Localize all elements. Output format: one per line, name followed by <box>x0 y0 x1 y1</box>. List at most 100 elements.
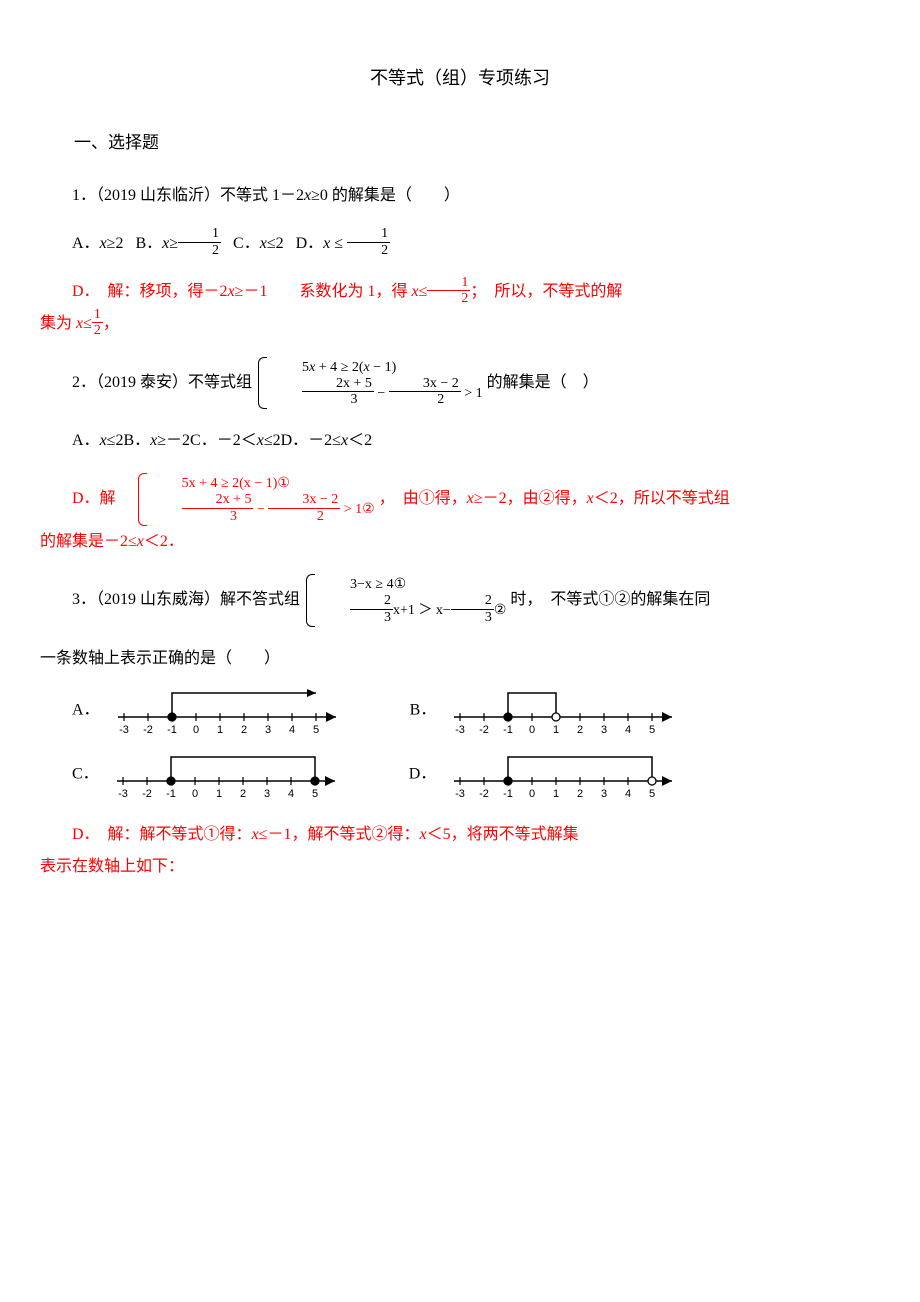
svg-text:3: 3 <box>601 724 607 736</box>
option-label-A: A． <box>72 702 100 719</box>
svg-text:0: 0 <box>529 788 535 800</box>
numberline-C: -3-2-1012345 <box>111 747 341 803</box>
frac: 2x + 53 <box>182 492 254 524</box>
q1-optD-pre: D． <box>296 235 324 252</box>
q3-solution: D． 解：解不等式①得：x≤－1，解不等式②得：x＜5，将两不等式解集 表示在数… <box>40 819 880 883</box>
var-x: x <box>252 826 259 843</box>
var-x: x <box>467 491 474 508</box>
q1-stem-pre: 1．（2019 山东临沂）不等式 1－2 <box>72 187 304 204</box>
svg-text:-1: -1 <box>503 788 513 800</box>
q1-sol-d: ； 所以，不等式的解 <box>470 283 622 300</box>
sol-text: ≥－2，由②得， <box>474 491 587 508</box>
q1-sol-c: ≤ <box>419 283 428 300</box>
opt-label: A． <box>72 432 100 449</box>
svg-text:-3: -3 <box>455 724 465 736</box>
option-label-B: B． <box>410 702 437 719</box>
svg-text:4: 4 <box>288 788 294 800</box>
svg-text:-3: -3 <box>119 724 129 736</box>
section-heading: 一、选择题 <box>40 126 880 160</box>
svg-text:0: 0 <box>193 724 199 736</box>
svg-text:5: 5 <box>649 788 655 800</box>
frac-half: 12 <box>427 275 470 307</box>
q1-sol2-a: 集为 <box>40 315 76 332</box>
opt-text: ＜2 <box>348 432 372 449</box>
svg-text:4: 4 <box>289 724 295 736</box>
sol-text: ＜5，将两不等式解集 <box>427 826 579 843</box>
q1-sol-a: D． 解：移项，得－2 <box>72 283 228 300</box>
frac-half: 12 <box>347 226 390 258</box>
svg-text:-1: -1 <box>167 724 177 736</box>
q2-sol-system: 5x + 4 ≥ 2(x − 1)① 2x + 53 − 3x − 22 > 1… <box>136 473 375 526</box>
svg-text:-2: -2 <box>143 724 153 736</box>
q1-options: A．x≥2 B．x≥12 C．x≤2 D．x ≤ 12 <box>40 228 880 260</box>
svg-text:1: 1 <box>216 788 222 800</box>
var-x: x <box>100 235 107 252</box>
svg-text:5: 5 <box>313 724 319 736</box>
opt-label: C．－2＜ <box>190 432 257 449</box>
svg-text:4: 4 <box>625 724 631 736</box>
frac: 23 <box>350 593 393 625</box>
svg-text:0: 0 <box>192 788 198 800</box>
q3-stem: 3．（2019 山东威海）解不答式组 3−x ≥ 4① 23x+1 ＞ x−23… <box>40 574 880 627</box>
q2-stem-pre: 2．（2019 泰安）不等式组 <box>72 374 252 391</box>
sys-row: 3−x ≥ 4① <box>318 574 506 595</box>
frac: 2x + 53 <box>302 376 374 408</box>
sys-text: − <box>253 503 268 518</box>
svg-text:3: 3 <box>601 788 607 800</box>
option-label-D: D． <box>409 766 437 783</box>
sol-text: D．解 <box>72 491 132 508</box>
svg-text:2: 2 <box>577 724 583 736</box>
sys-text: − 1) <box>370 360 397 375</box>
svg-text:1: 1 <box>553 724 559 736</box>
q3-stem-post: 时， 不等式①②的解集在同 <box>510 591 710 608</box>
opt-text: ≤2 <box>264 432 281 449</box>
svg-text:-1: -1 <box>503 724 513 736</box>
var-x: x <box>341 432 348 449</box>
sys-text: > 1 <box>461 386 483 401</box>
q1-stem-post: ≥0 的解集是（ ） <box>311 187 460 204</box>
svg-text:5: 5 <box>649 724 655 736</box>
sys-row: 5x + 4 ≥ 2(x − 1)① <box>150 473 375 494</box>
sol-text: 的解集是－2≤ <box>40 533 137 550</box>
svg-text:2: 2 <box>240 788 246 800</box>
svg-text:2: 2 <box>577 788 583 800</box>
q1-optC-post: ≤2 <box>267 235 284 252</box>
sys-text: 5 <box>302 360 309 375</box>
q3-stem-pre: 3．（2019 山东威海）解不答式组 <box>72 591 300 608</box>
var-x: x <box>587 491 594 508</box>
q1-optC-pre: C． <box>233 235 260 252</box>
sol-text: ≤－1，解不等式②得： <box>259 826 420 843</box>
frac-half: 12 <box>178 226 221 258</box>
q1-optB-pre: B． <box>135 235 162 252</box>
q3-stem-line2: 一条数轴上表示正确的是（ ） <box>40 643 880 675</box>
var-x: x <box>228 283 235 300</box>
svg-text:3: 3 <box>264 788 270 800</box>
q1-stem: 1．（2019 山东临沂）不等式 1－2x≥0 的解集是（ ） <box>40 180 880 212</box>
q3-system: 3−x ≥ 4① 23x+1 ＞ x−23② <box>304 574 506 627</box>
svg-text:-3: -3 <box>118 788 128 800</box>
q2-system: 5x + 4 ≥ 2(x − 1) 2x + 53 − 3x − 22 > 1 <box>256 357 483 410</box>
sys-text: x+1 ＞ x− <box>393 603 451 618</box>
svg-text:-2: -2 <box>142 788 152 800</box>
var-x: x <box>100 432 107 449</box>
numberline-B: -3-2-1012345 <box>448 683 678 739</box>
svg-text:-3: -3 <box>455 788 465 800</box>
frac: 3x − 22 <box>268 492 340 524</box>
var-x: x <box>260 235 267 252</box>
frac: 23 <box>451 593 494 625</box>
opt-label: D．－2≤ <box>281 432 341 449</box>
svg-text:-1: -1 <box>166 788 176 800</box>
numberline-A: -3-2-1012345 <box>112 683 342 739</box>
q2-stem: 2．（2019 泰安）不等式组 5x + 4 ≥ 2(x − 1) 2x + 5… <box>40 357 880 410</box>
svg-text:1: 1 <box>217 724 223 736</box>
sol-text: ， 由①得， <box>379 491 467 508</box>
option-label-C: C． <box>72 766 99 783</box>
sys-text: ② <box>494 603 507 618</box>
q3-row-AB: A． -3-2-1012345 B． -3-2-1012345 <box>40 683 880 739</box>
frac: 3x − 22 <box>389 376 461 408</box>
q3-row-CD: C． -3-2-1012345 D． -3-2-1012345 <box>40 747 880 803</box>
numberline-D: -3-2-1012345 <box>448 747 678 803</box>
sys-text: − <box>374 386 389 401</box>
var-x: x <box>411 283 418 300</box>
opt-text: ≥－2 <box>157 432 190 449</box>
